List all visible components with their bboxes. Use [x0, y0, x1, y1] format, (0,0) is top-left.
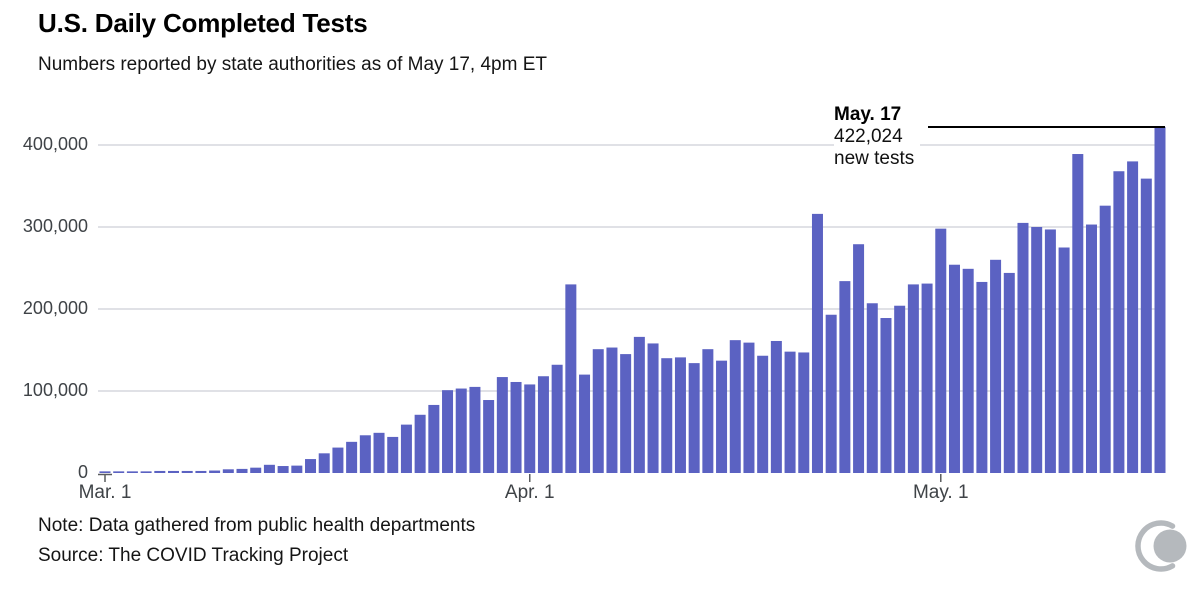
annotation-unit: new tests [834, 148, 915, 169]
chart-title: U.S. Daily Completed Tests [38, 8, 368, 38]
y-axis-tick-label: 300,000 [22, 216, 88, 236]
bar [674, 357, 686, 473]
bar [263, 464, 275, 473]
bar [633, 336, 645, 473]
bar [359, 435, 371, 473]
bar [551, 364, 563, 473]
bar [702, 349, 714, 473]
bar [154, 470, 166, 473]
bar [373, 432, 385, 473]
bar [250, 467, 262, 473]
bar [140, 471, 152, 473]
bar [825, 314, 837, 473]
bar [168, 470, 180, 473]
bar [1140, 178, 1152, 473]
bar [277, 466, 289, 473]
bar [962, 268, 974, 473]
bar [770, 340, 782, 473]
y-axis-tick-label: 200,000 [22, 298, 88, 318]
bar [332, 447, 344, 473]
bar [907, 284, 919, 473]
bar [126, 471, 138, 473]
bar [181, 470, 193, 473]
annotation-callout: May. 17 422,024 new tests [834, 104, 921, 172]
bar [1127, 161, 1139, 473]
bar [606, 347, 618, 473]
bar [565, 284, 577, 473]
x-axis-tick-label: May. 1 [912, 482, 969, 503]
bar [195, 470, 207, 473]
bar [1072, 154, 1084, 473]
bar [1154, 126, 1166, 474]
bar [387, 436, 399, 473]
bar [729, 340, 741, 473]
source-text: Source: The COVID Tracking Project [38, 545, 349, 566]
bar [1099, 205, 1111, 473]
bar [688, 363, 700, 473]
y-axis-tick-label: 100,000 [22, 380, 88, 400]
bar [305, 459, 317, 473]
bar [853, 244, 865, 473]
bar [291, 465, 303, 473]
bar [428, 404, 440, 473]
bar [661, 358, 673, 473]
bar [510, 381, 522, 473]
bar [346, 441, 358, 473]
bar [647, 343, 659, 473]
chart-subtitle: Numbers reported by state authorities as… [38, 54, 548, 75]
bar [400, 424, 412, 473]
y-axis-tick-label: 400,000 [22, 134, 88, 154]
bar [1058, 247, 1070, 473]
bar [839, 281, 851, 473]
bar [757, 355, 769, 473]
bar [743, 342, 755, 473]
bar [592, 349, 604, 473]
bar [1085, 224, 1097, 473]
bar [483, 400, 495, 473]
bar [1044, 229, 1056, 473]
bar [222, 469, 234, 473]
bar [880, 318, 892, 473]
annotation-date: May. 17 [834, 104, 902, 125]
bar [620, 354, 632, 473]
bar [1017, 222, 1029, 473]
bar [318, 453, 330, 473]
x-axis-tick-label: Apr. 1 [504, 482, 555, 503]
bar [579, 374, 591, 473]
bar [113, 471, 125, 473]
bar [811, 213, 823, 473]
bar [935, 228, 947, 473]
bar [442, 390, 454, 473]
bar [784, 351, 796, 473]
bar [716, 360, 728, 473]
annotation-value: 422,024 [834, 126, 903, 147]
bar [524, 384, 536, 473]
bar [1031, 227, 1043, 473]
bar [948, 264, 960, 473]
bar [455, 388, 467, 473]
bar [99, 471, 111, 473]
bar [798, 352, 810, 473]
bar [866, 303, 878, 473]
bar [990, 259, 1002, 473]
bar [976, 281, 988, 473]
bar [209, 470, 221, 473]
bar [496, 377, 508, 473]
bar [1003, 272, 1015, 473]
y-axis-tick-label: 0 [77, 462, 88, 482]
bar [1113, 171, 1125, 474]
bar [537, 376, 549, 473]
bar [469, 386, 481, 473]
bar [921, 283, 933, 473]
bar [894, 305, 906, 473]
bar [414, 414, 426, 473]
covid-tracking-project-logo [1135, 520, 1187, 572]
note-text: Note: Data gathered from public health d… [38, 515, 476, 536]
bar [236, 468, 248, 473]
x-axis-tick-label: Mar. 1 [78, 482, 132, 503]
